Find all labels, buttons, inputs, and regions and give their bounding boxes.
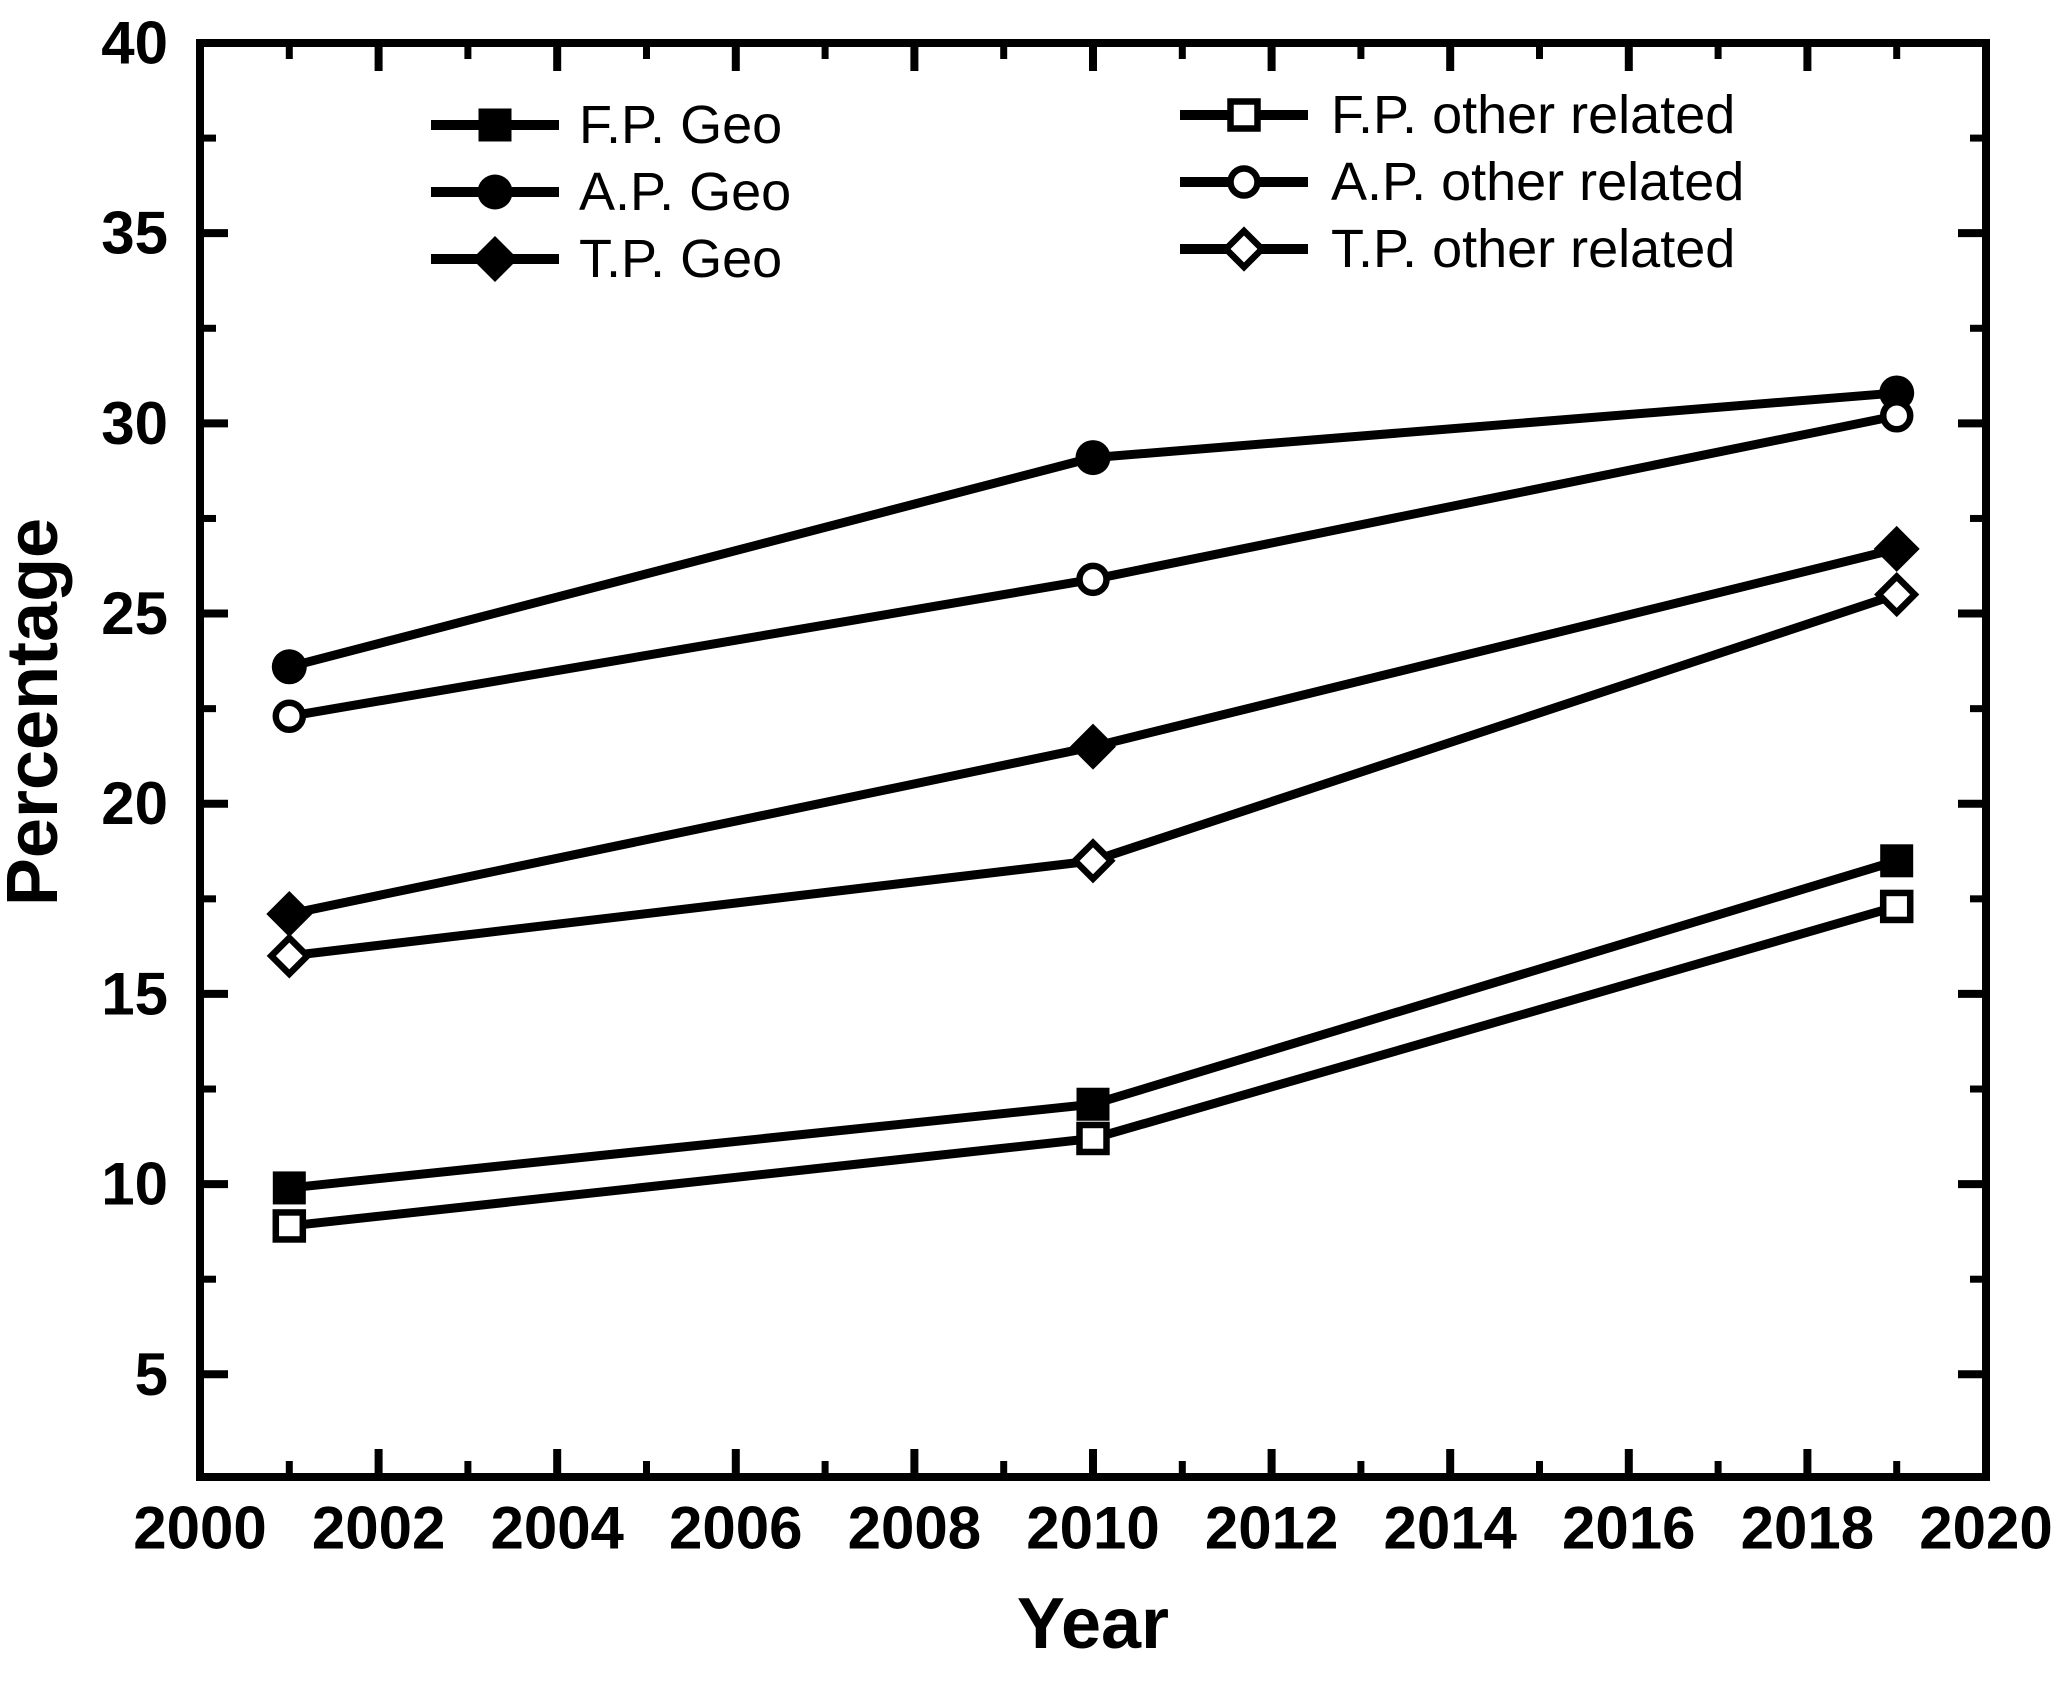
legend-label: A.P. Geo [579,162,791,222]
filled-square-marker-icon [478,108,512,142]
y-tick-label: 20 [101,770,168,837]
series-f-p-other-related [272,889,1914,1243]
x-axis-title: Year [1017,1584,1169,1664]
open-square-marker-icon [1879,889,1914,924]
legend-label: T.P. other related [1331,219,1735,279]
filled-diamond-marker-icon [1070,723,1116,770]
filled-square-marker-icon [1880,844,1914,878]
filled-circle-marker-icon [1075,440,1111,476]
x-tick-label: 2010 [1026,1495,1159,1562]
y-tick-label: 35 [101,200,168,267]
legend-item-f-p-geo: F.P. Geo [431,95,782,155]
filled-circle-marker-icon [477,174,513,210]
legend-item-a-p-geo: A.P. Geo [431,162,791,222]
legend-item-f-p-other-related: F.P. other related [1180,85,1735,145]
legend-item-a-p-other-related: A.P. other related [1180,152,1744,212]
open-square-marker-icon [1227,98,1261,132]
x-tick-label: 2008 [848,1495,981,1562]
y-tick-label: 25 [101,580,168,647]
open-diamond-marker-icon [1070,838,1116,884]
open-diamond-marker-icon [1874,571,1920,618]
x-tick-label: 2002 [312,1495,445,1562]
y-tick-label: 5 [135,1341,168,1408]
open-circle-marker-icon [1227,165,1261,199]
legend-item-t-p-geo: T.P. Geo [431,229,782,289]
y-tick-label: 10 [101,1151,168,1218]
legend-label: A.P. other related [1331,152,1744,212]
series-a-p-geo [271,375,1915,685]
axis-tick-labels: 2000 2002 2004 2006 2008 2010 2012 2014 2016 2018… [101,10,2052,1562]
open-circle-marker-icon [272,699,307,734]
x-tick-label: 2000 [133,1495,266,1562]
legend: F.P. Geo A.P. Geo T.P. Geo F.P. other relat… [431,85,1744,289]
filled-diamond-marker-icon [266,891,313,938]
series-t-p-other-related [266,571,1920,979]
filled-diamond-marker-icon [472,236,518,282]
y-tick-label: 30 [101,390,168,457]
open-diamond-marker-icon [266,933,312,979]
series-line-f-p-other-related [288,902,1898,1231]
legend-label: T.P. Geo [579,229,782,289]
filled-diamond-marker-icon [1873,525,1920,572]
series-t-p-geo [266,525,1920,938]
open-square-marker-icon [1076,1121,1110,1156]
series-line-t-p-other-related [288,590,1899,961]
filled-square-marker-icon [1076,1087,1110,1121]
y-axis-title: Percentage [0,518,73,906]
y-tick-label: 15 [101,960,168,1027]
data-series [266,375,1920,1243]
x-tick-label: 2014 [1383,1495,1517,1562]
x-tick-label: 2018 [1741,1495,1874,1562]
series-f-p-geo [272,844,1914,1205]
legend-label: F.P. Geo [579,95,782,155]
open-circle-marker-icon [1879,399,1914,433]
open-square-marker-icon [272,1209,307,1243]
filled-square-marker-icon [272,1171,306,1205]
legend-label: F.P. other related [1331,85,1735,145]
x-tick-label: 2004 [490,1495,624,1562]
y-tick-label: 40 [101,10,168,77]
open-circle-marker-icon [1076,562,1110,597]
series-a-p-other-related [272,399,1914,734]
open-diamond-marker-icon [1221,226,1267,272]
series-line-a-p-geo [288,388,1898,672]
x-tick-label: 2012 [1205,1495,1338,1562]
x-tick-label: 2016 [1562,1495,1695,1562]
filled-circle-marker-icon [271,649,307,685]
axis-ticks [200,43,1986,1477]
legend-item-t-p-other-related: T.P. other related [1180,219,1735,279]
x-tick-label: 2020 [1919,1495,2052,1562]
x-tick-label: 2006 [669,1495,802,1562]
